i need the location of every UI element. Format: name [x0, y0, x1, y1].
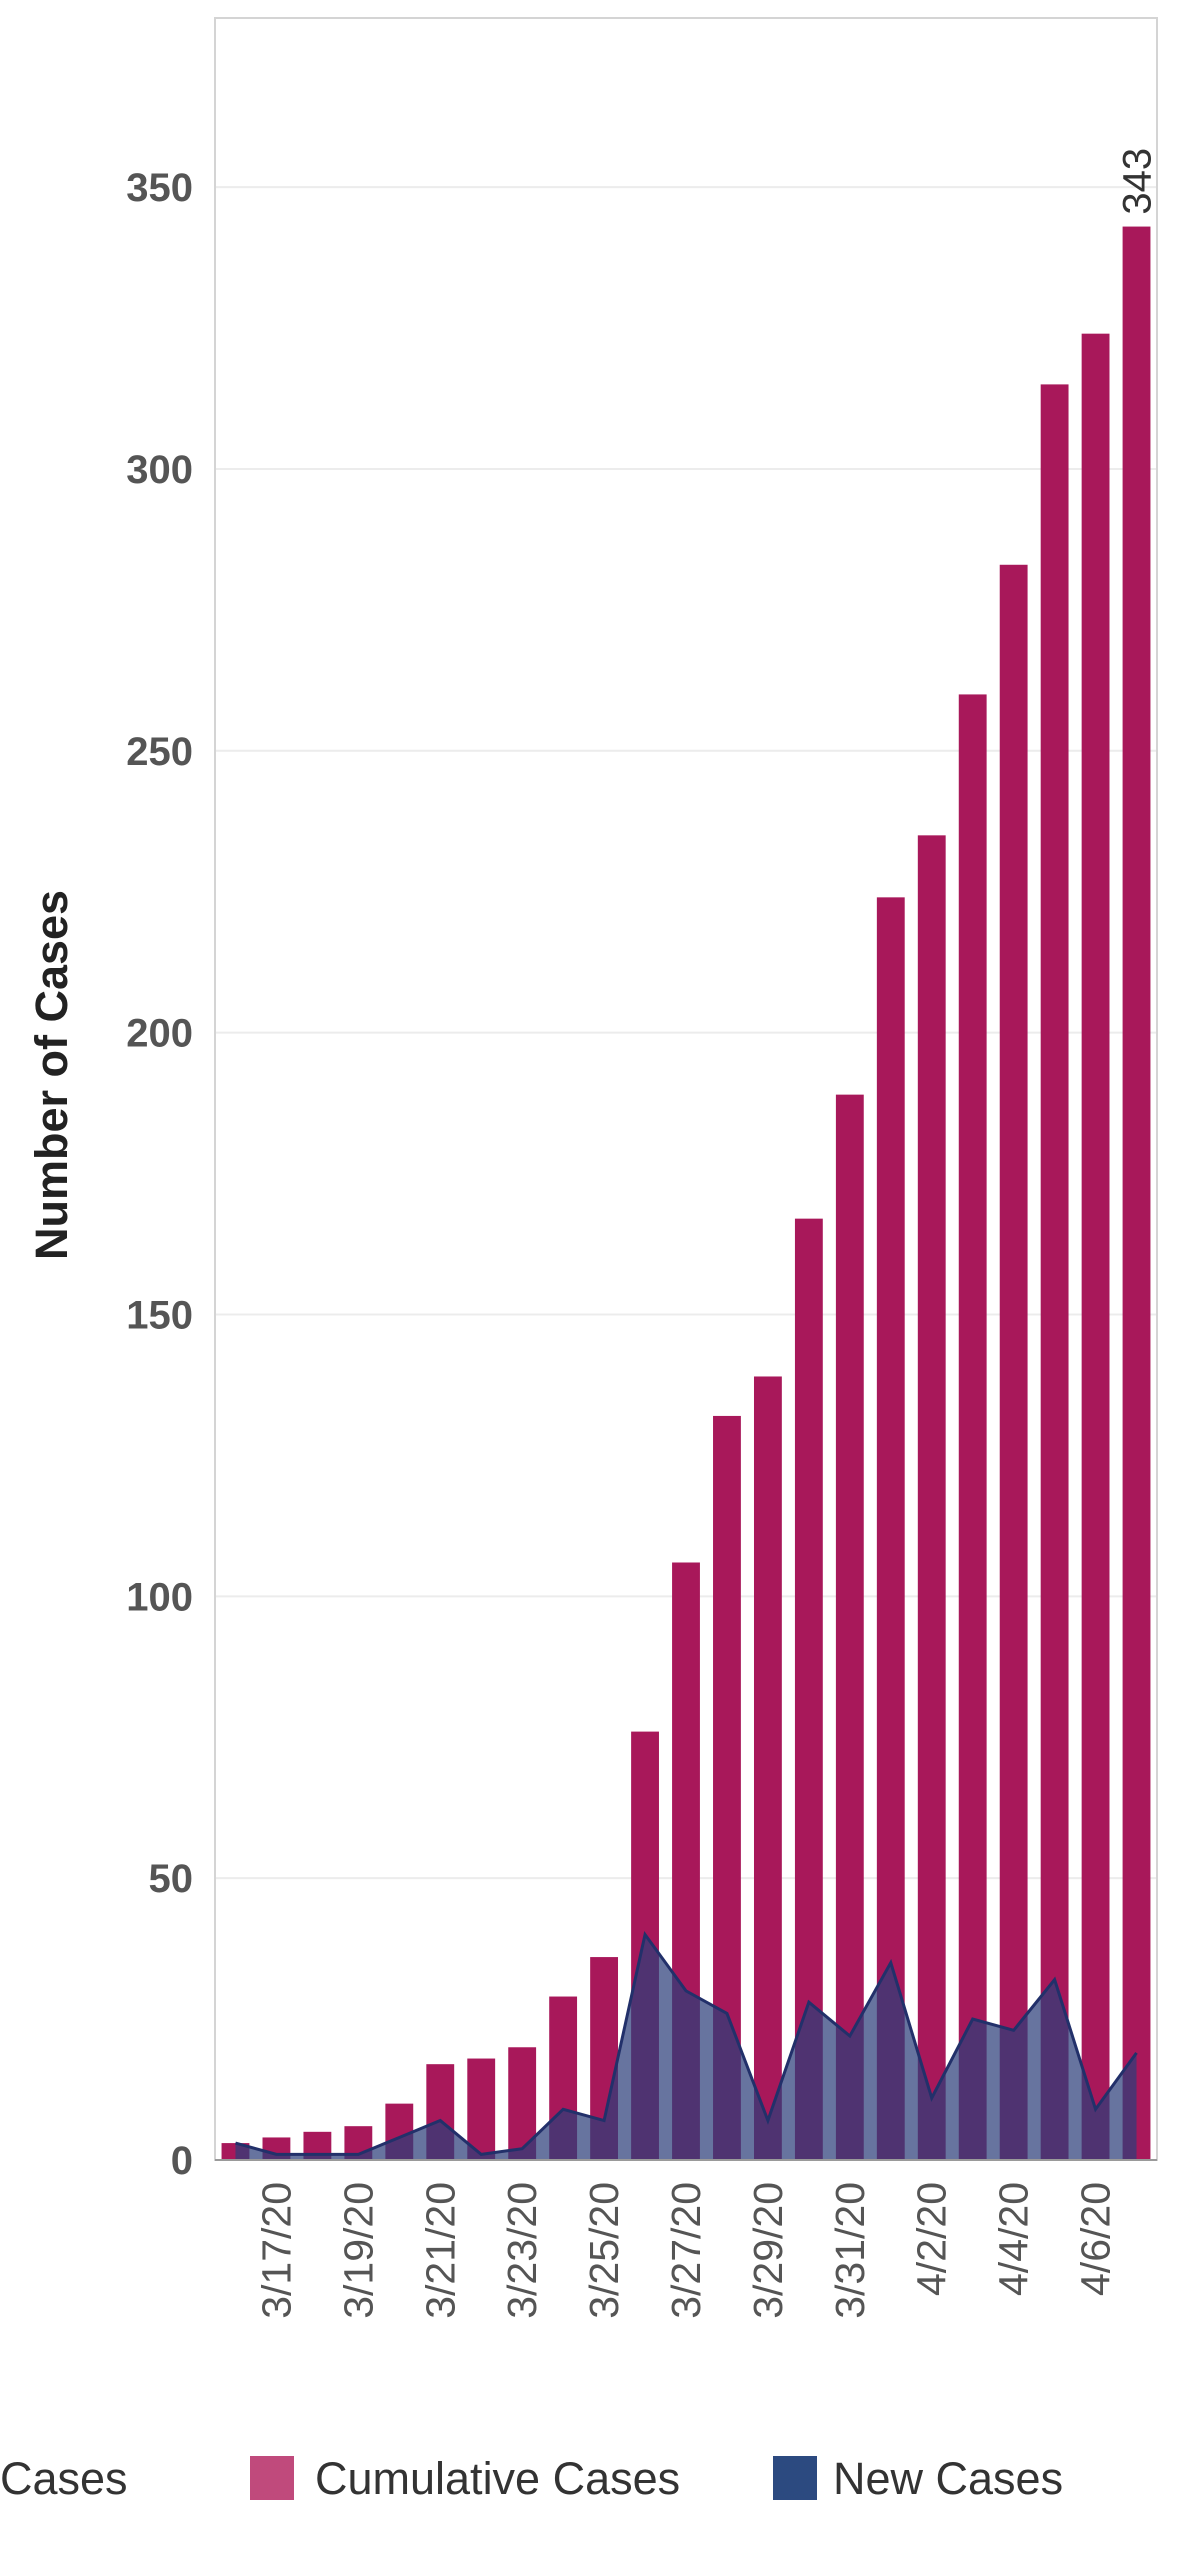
y-tick-label: 50: [149, 1857, 194, 1901]
y-tick-label: 300: [126, 448, 193, 492]
x-tick-label: 4/2/20: [909, 2182, 955, 2296]
new-cases-area-fill: [235, 1934, 1137, 2160]
y-axis-ticks: 0 50 100 150 200 250 300 350: [126, 166, 193, 2183]
x-tick-label: 3/27/20: [663, 2182, 709, 2319]
data-labels: 343: [1116, 148, 1160, 215]
legend-item-label: New Cases: [833, 2453, 1063, 2504]
cumulative-cases-bar: [467, 2058, 496, 2160]
x-axis-ticks: 3/17/20 3/19/20 3/21/20 3/23/20 3/25/20 3/27/…: [253, 2182, 1118, 2319]
cumulative-cases-bar: [1081, 333, 1110, 2161]
x-tick-label: 4/4/20: [991, 2182, 1037, 2296]
x-tick-label: 3/19/20: [335, 2182, 381, 2319]
cumulative-cases-bar: [958, 694, 987, 2160]
y-tick-label: 150: [126, 1293, 193, 1337]
cumulative-cases-bar: [1122, 226, 1151, 2161]
y-axis-label: Number of Cases: [26, 890, 77, 1260]
cumulative-cases-bars: [221, 226, 1151, 2161]
x-tick-label: 3/21/20: [417, 2182, 463, 2319]
legend-item-label: Cumulative Cases: [315, 2453, 680, 2504]
cumulative-cases-bar: [835, 1094, 864, 2160]
gridlines: [215, 186, 1157, 1880]
new-cases-line: [235, 1930, 1138, 2156]
cumulative-cases-bar: [1040, 384, 1069, 2160]
cumulative-cases-bar: [917, 835, 946, 2161]
x-tick-label: 3/29/20: [745, 2182, 791, 2319]
cumulative-cases-bar: [999, 564, 1028, 2160]
cumulative-cases-bar: [876, 897, 905, 2160]
y-tick-label: 0: [171, 2139, 193, 2183]
axes: [214, 17, 1158, 2161]
cumulative-cases-bar: [753, 1376, 782, 2160]
y-tick-label: 100: [126, 1575, 193, 1619]
x-tick-label: 3/23/20: [499, 2182, 545, 2319]
y-tick-label: 200: [126, 1012, 193, 1056]
legend-swatch: [250, 2456, 294, 2500]
x-tick-label: 3/17/20: [253, 2182, 299, 2319]
x-tick-label: 3/31/20: [827, 2182, 873, 2319]
new-cases-area: [235, 1930, 1138, 2160]
legend: Cases Cumulative Cases New Cases: [0, 2453, 1063, 2504]
legend-title: Cases: [0, 2453, 128, 2504]
x-tick-label: 3/25/20: [581, 2182, 627, 2319]
y-tick-label: 250: [126, 730, 193, 774]
data-label: 343: [1116, 148, 1160, 215]
y-tick-label: 350: [126, 166, 193, 210]
x-tick-label: 4/6/20: [1073, 2182, 1119, 2296]
legend-swatch: [773, 2456, 817, 2500]
